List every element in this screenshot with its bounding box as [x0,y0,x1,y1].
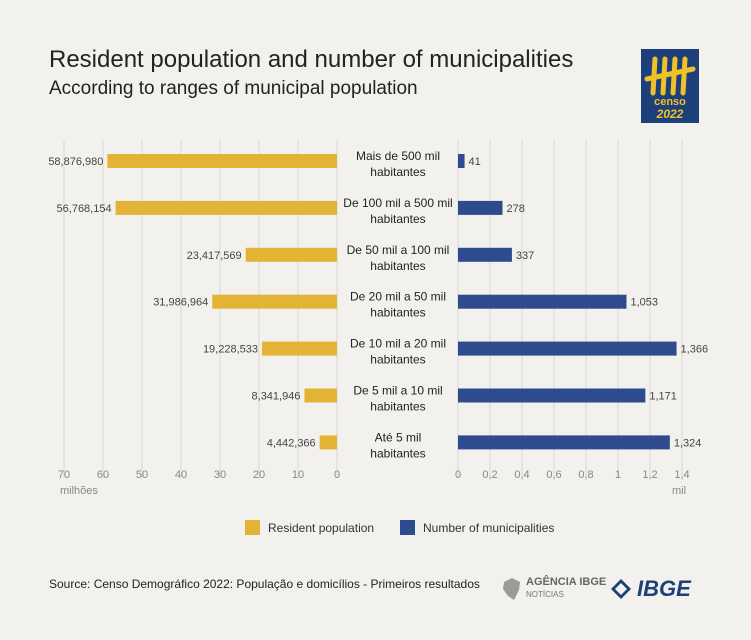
category-label: De 10 mil a 20 mil [350,337,446,351]
chart-title: Resident population and number of munici… [49,46,574,73]
chart-subtitle: According to ranges of municipal populat… [49,78,418,99]
municipalities-value-label: 1,053 [630,297,658,309]
chart-area: 58,876,980 56,768,154 23,417,569 31,986,964… [48,140,709,497]
category-label: De 50 mil a 100 mil [347,243,450,257]
municipalities-tick-label: 0 [455,469,461,481]
legend-population: Resident population [245,520,374,535]
municipalities-bar [458,247,512,262]
population-tick-label: 50 [136,469,148,481]
population-value-label: 8,341,946 [252,391,301,403]
population-bar [262,341,337,356]
population-bar [319,435,337,450]
category-label: Mais de 500 mil [356,149,440,163]
population-tick-label: 40 [175,469,187,481]
population-bar [304,388,337,403]
municipalities-tick-label: 0,2 [482,469,497,481]
municipalities-bar [458,200,503,215]
population-value-label: 58,876,980 [48,156,103,168]
category-label: habitantes [370,259,425,273]
legend-swatch-municipalities [400,520,415,535]
agencia-ibge-logo: AGÊNCIA IBGE NOTÍCIAS [500,574,606,604]
municipalities-value-label: 41 [469,156,481,168]
legend-label-municipalities: Number of municipalities [423,520,555,535]
censo-2022-logo: censo 2022 [641,49,699,123]
population-tick-label: 70 [58,469,70,481]
municipalities-tick-label: 1,2 [642,469,657,481]
population-bar [115,200,337,215]
municipalities-value-label: 1,324 [674,437,702,449]
population-tick-label: 60 [97,469,109,481]
category-label: habitantes [370,446,425,460]
population-tick-label: 30 [214,469,226,481]
population-value-label: 23,417,569 [187,250,242,262]
source-note: Source: Censo Demográfico 2022: Populaçã… [49,577,480,591]
category-label: Até 5 mil [375,430,422,444]
category-label: habitantes [370,353,425,367]
logo-word: censo [654,96,686,108]
municipalities-bars: 41 278 337 1,053 1,366 1,171 1,324 [458,154,709,450]
municipalities-value-label: 1,366 [681,344,709,356]
municipalities-tick-label: 1 [615,469,621,481]
municipalities-value-label: 278 [506,203,524,215]
population-tick-label: 20 [253,469,265,481]
category-label: habitantes [370,400,425,414]
ibge-wordmark: IBGE [637,576,691,601]
category-label: De 5 mil a 10 mil [353,384,442,398]
municipalities-bar [458,435,670,450]
category-label: habitantes [370,212,425,226]
population-bar [245,247,337,262]
population-tick-label: 10 [292,469,304,481]
municipalities-bar [458,388,646,403]
population-axis-label: milhões [60,485,98,497]
population-tick-label: 0 [334,469,340,481]
legend-municipalities: Number of municipalities [400,520,554,535]
category-label: De 100 mil a 500 mil [343,196,452,210]
municipalities-tick-label: 0,6 [546,469,561,481]
population-bars: 58,876,980 56,768,154 23,417,569 31,986,964… [48,154,337,450]
legend-swatch-population [245,520,260,535]
census-tally-icon: censo 2022 [644,56,696,121]
municipalities-value-label: 1,171 [649,391,677,403]
population-gridlines [63,140,338,478]
axis-ticks: 70 60 50 40 30 20 10 0 milhões 0 0,2 0,4 0,6 0,8 1 1,2 1… [58,469,690,497]
population-value-label: 31,986,964 [153,297,208,309]
agencia-name: AGÊNCIA IBGE [526,576,607,588]
logo-year: 2022 [656,107,684,121]
population-value-label: 56,768,154 [57,203,112,215]
agencia-sub: NOTÍCIAS [526,590,564,599]
population-value-label: 19,228,533 [203,344,258,356]
municipalities-axis-label: mil [672,485,686,497]
municipalities-bar [458,341,677,356]
population-bar [107,154,337,168]
municipalities-bar [458,154,465,168]
municipalities-gridlines [457,140,683,478]
ibge-mark-icon [611,579,631,599]
brazil-map-icon [503,578,520,600]
population-value-label: 4,442,366 [267,437,316,449]
category-label: habitantes [370,165,425,179]
legend-label-population: Resident population [268,520,375,535]
category-label: De 20 mil a 50 mil [350,290,446,304]
population-bar [212,294,337,309]
municipalities-tick-label: 0,8 [578,469,593,481]
ibge-logo: IBGE [607,575,702,603]
municipalities-bar [458,294,627,309]
category-label: habitantes [370,306,425,320]
municipalities-tick-label: 1,4 [674,469,689,481]
municipalities-tick-label: 0,4 [514,469,529,481]
municipalities-value-label: 337 [516,250,534,262]
category-labels: Mais de 500 mil habitantes De 100 mil a 50… [343,149,452,460]
